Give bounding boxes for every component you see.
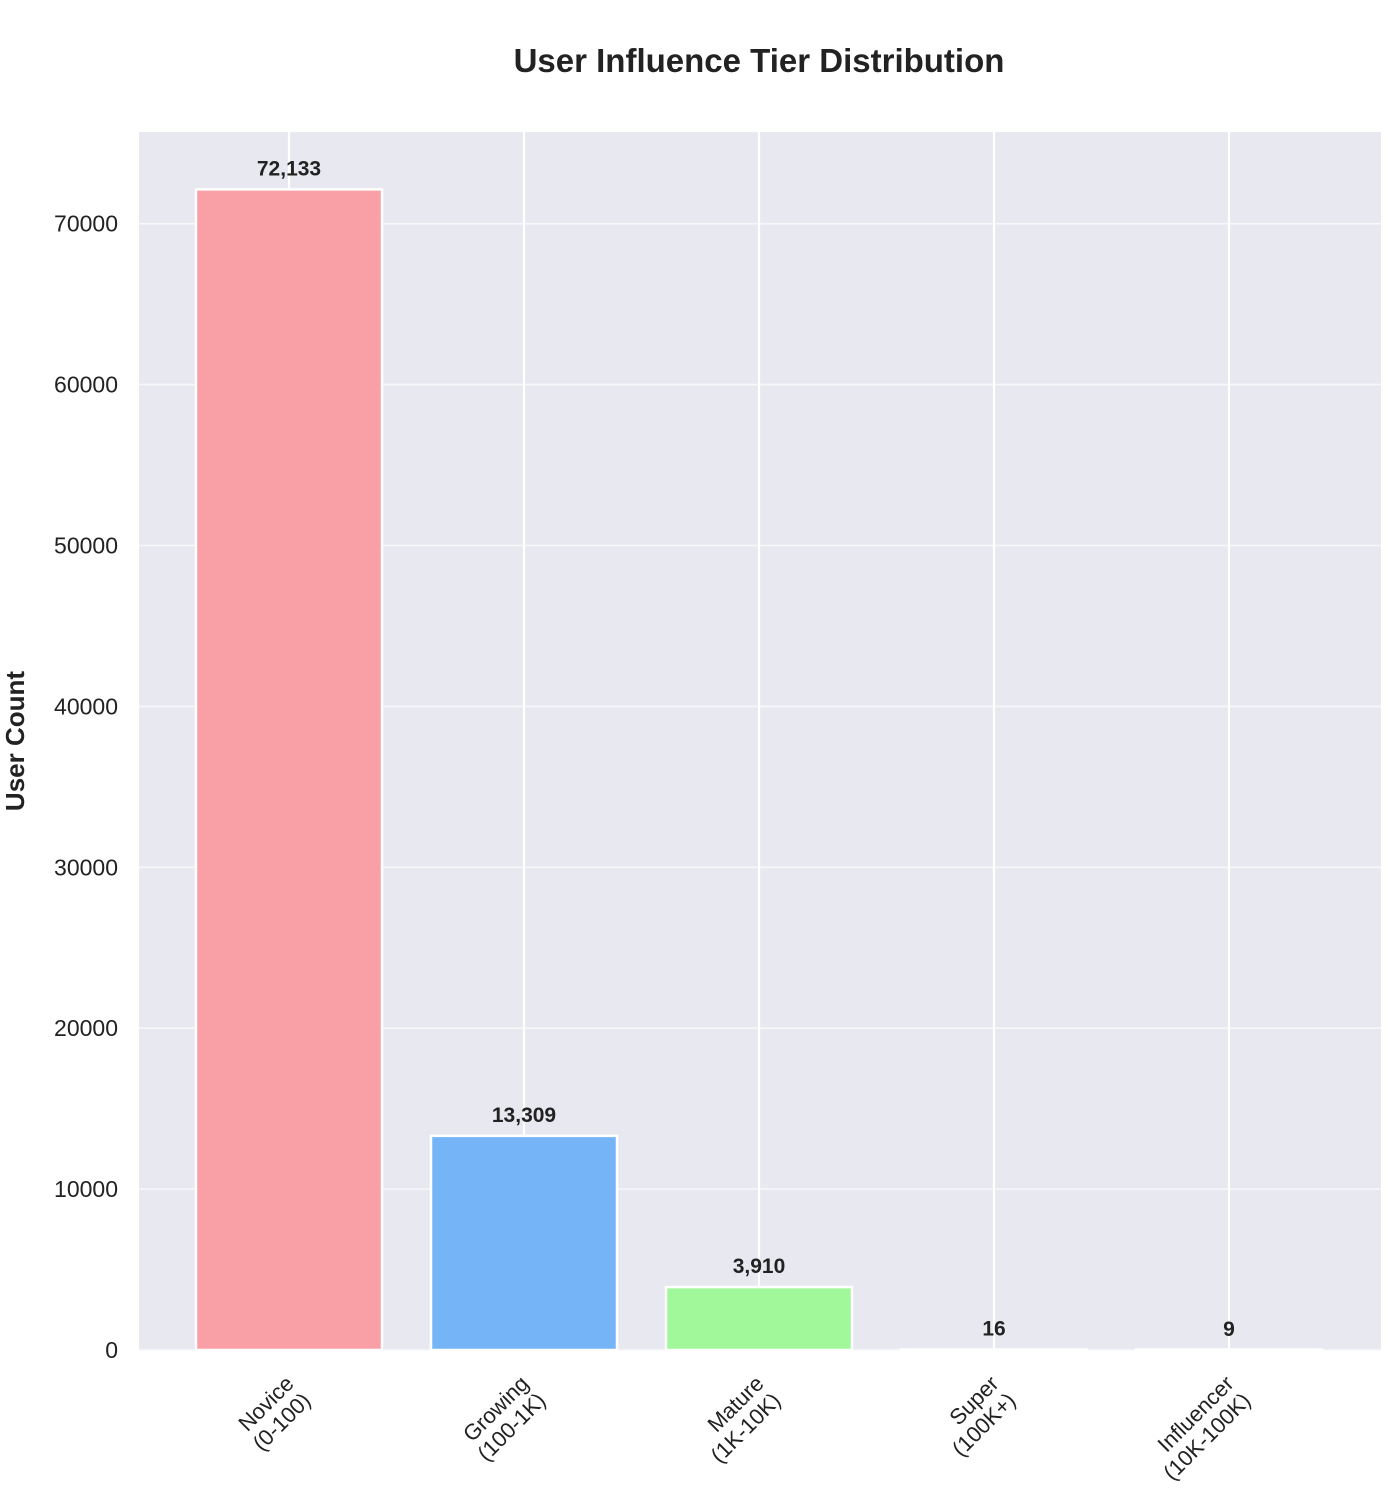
bars-group [194, 188, 1324, 1352]
y-tick-label: 30000 [54, 854, 118, 880]
data-label: 13,309 [492, 1104, 556, 1127]
x-tick-label: Novice(0-100) [231, 1371, 316, 1456]
bar-super [899, 1348, 1089, 1352]
data-label: 3,910 [733, 1255, 786, 1278]
y-tick-label: 40000 [54, 693, 118, 719]
y-tick-label: 70000 [54, 211, 118, 237]
x-tick-label: Super(100K+) [930, 1371, 1020, 1461]
y-tick-label: 10000 [54, 1176, 118, 1202]
bar-mature [664, 1285, 854, 1352]
bar-growing [429, 1134, 619, 1352]
y-tick-label: 20000 [54, 1015, 118, 1041]
y-tick-label: 50000 [54, 533, 118, 559]
data-label: 72,133 [257, 157, 321, 180]
x-tick-label: Mature(1K-10K) [689, 1371, 786, 1468]
y-axis-label: User Count [0, 671, 30, 811]
x-tick-label: Growing(100-1K) [455, 1371, 550, 1466]
x-tick-label: Influencer(10K-100K) [1141, 1371, 1255, 1485]
data-label: 9 [1223, 1318, 1235, 1341]
y-tick-label: 60000 [54, 372, 118, 398]
bar-influencer [1134, 1348, 1324, 1352]
bar-novice [194, 188, 384, 1352]
x-axis-ticks: Novice(0-100) Growing(100-1K) Mature(1K-10… [231, 1371, 1255, 1485]
data-labels-group: 72,133 13,309 3,910 16 9 [257, 157, 1235, 1340]
data-label: 16 [982, 1318, 1005, 1341]
y-axis-ticks: 0 10000 20000 30000 40000 50000 60000 70000 [54, 211, 118, 1363]
chart-title: User Influence Tier Distribution [514, 42, 1005, 79]
y-tick-label: 0 [105, 1337, 118, 1363]
